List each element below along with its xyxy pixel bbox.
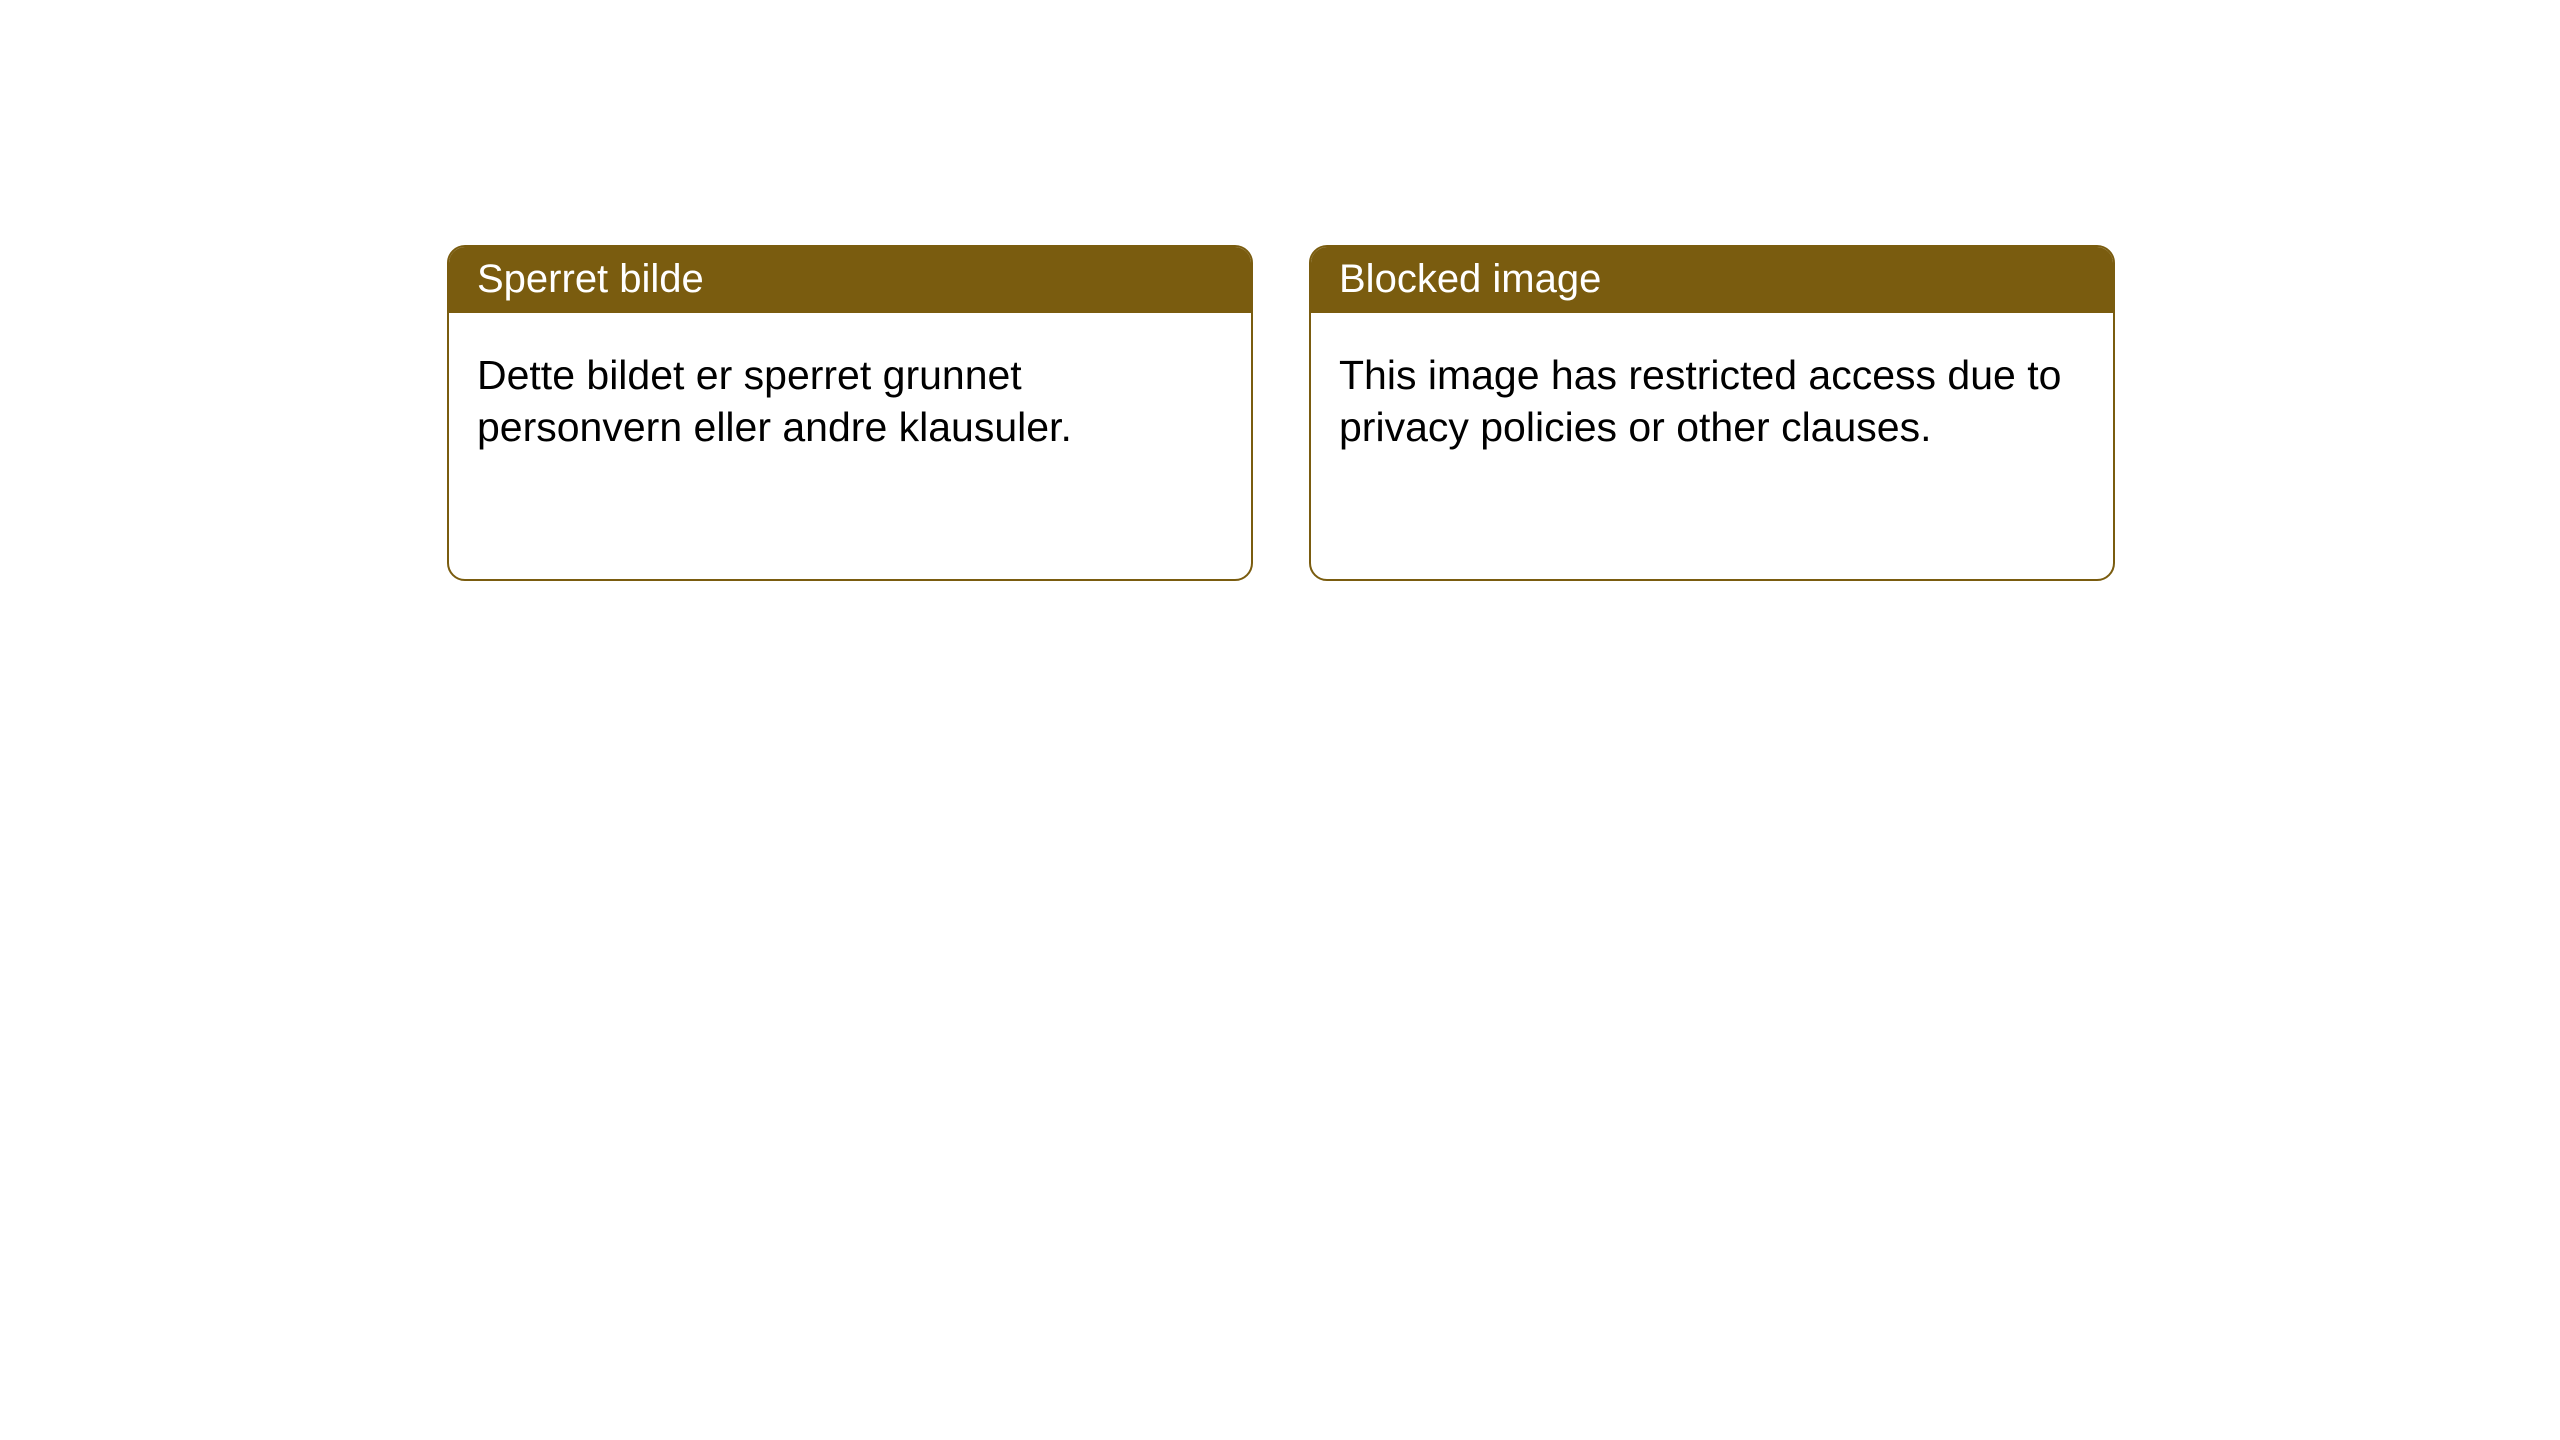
card-title-en: Blocked image: [1311, 247, 2113, 313]
notice-cards-container: Sperret bilde Dette bildet er sperret gr…: [0, 0, 2560, 581]
card-body-en: This image has restricted access due to …: [1311, 313, 2113, 490]
blocked-image-card-no: Sperret bilde Dette bildet er sperret gr…: [447, 245, 1253, 581]
blocked-image-card-en: Blocked image This image has restricted …: [1309, 245, 2115, 581]
card-title-no: Sperret bilde: [449, 247, 1251, 313]
card-body-no: Dette bildet er sperret grunnet personve…: [449, 313, 1251, 490]
